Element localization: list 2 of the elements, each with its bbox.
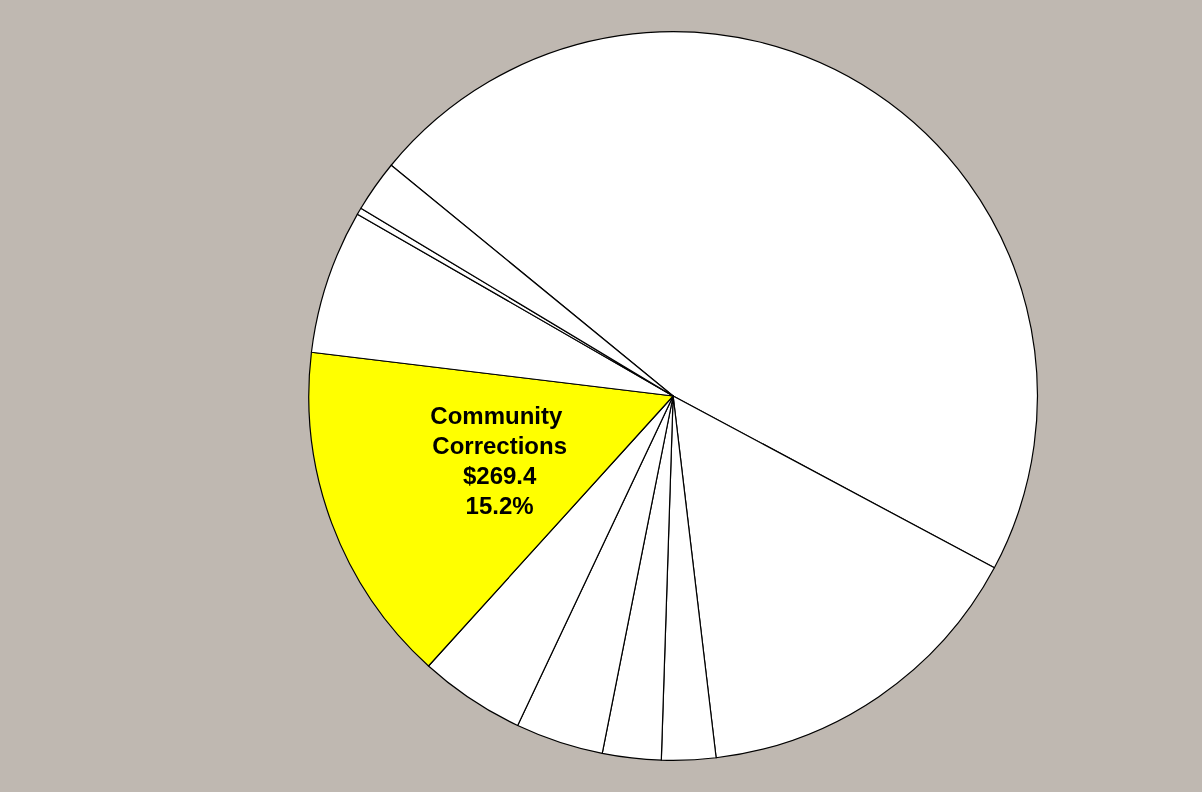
data-label: $269.4 15.2% (462, 462, 537, 520)
slice-label: Community Corrections (430, 402, 569, 460)
